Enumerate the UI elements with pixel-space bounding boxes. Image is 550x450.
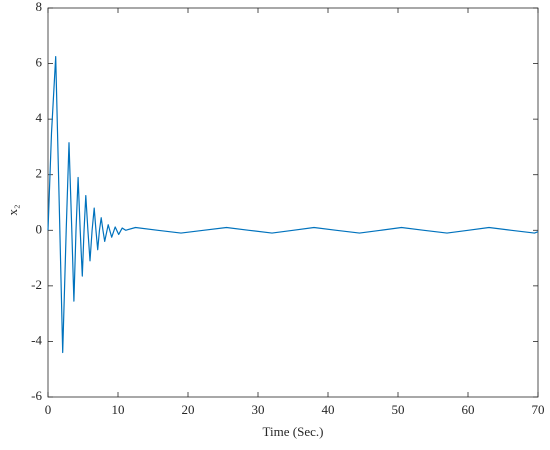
y-tick-label: 8 xyxy=(36,0,43,14)
x-tick-label: 40 xyxy=(322,402,335,417)
y-tick-label: 6 xyxy=(36,55,43,70)
y-tick-label: 4 xyxy=(36,110,43,125)
x-tick-label: 30 xyxy=(252,402,265,417)
x-tick-label: 60 xyxy=(462,402,475,417)
y-tick-label: -4 xyxy=(31,332,42,347)
y-tick-label: 0 xyxy=(36,221,43,236)
y-axis-label: x₂ xyxy=(5,204,20,215)
x-tick-label: 70 xyxy=(532,402,545,417)
y-tick-label: -2 xyxy=(31,277,42,292)
x-axis-label: Time (Sec.) xyxy=(263,424,324,439)
x-tick-label: 0 xyxy=(45,402,52,417)
y-tick-label: 2 xyxy=(36,166,43,181)
x-tick-label: 20 xyxy=(182,402,195,417)
plot-frame xyxy=(47,7,539,398)
x-tick-label: 50 xyxy=(392,402,405,417)
data-line xyxy=(47,56,539,354)
y-tick-label: -6 xyxy=(31,388,42,403)
x-tick-label: 10 xyxy=(112,402,125,417)
